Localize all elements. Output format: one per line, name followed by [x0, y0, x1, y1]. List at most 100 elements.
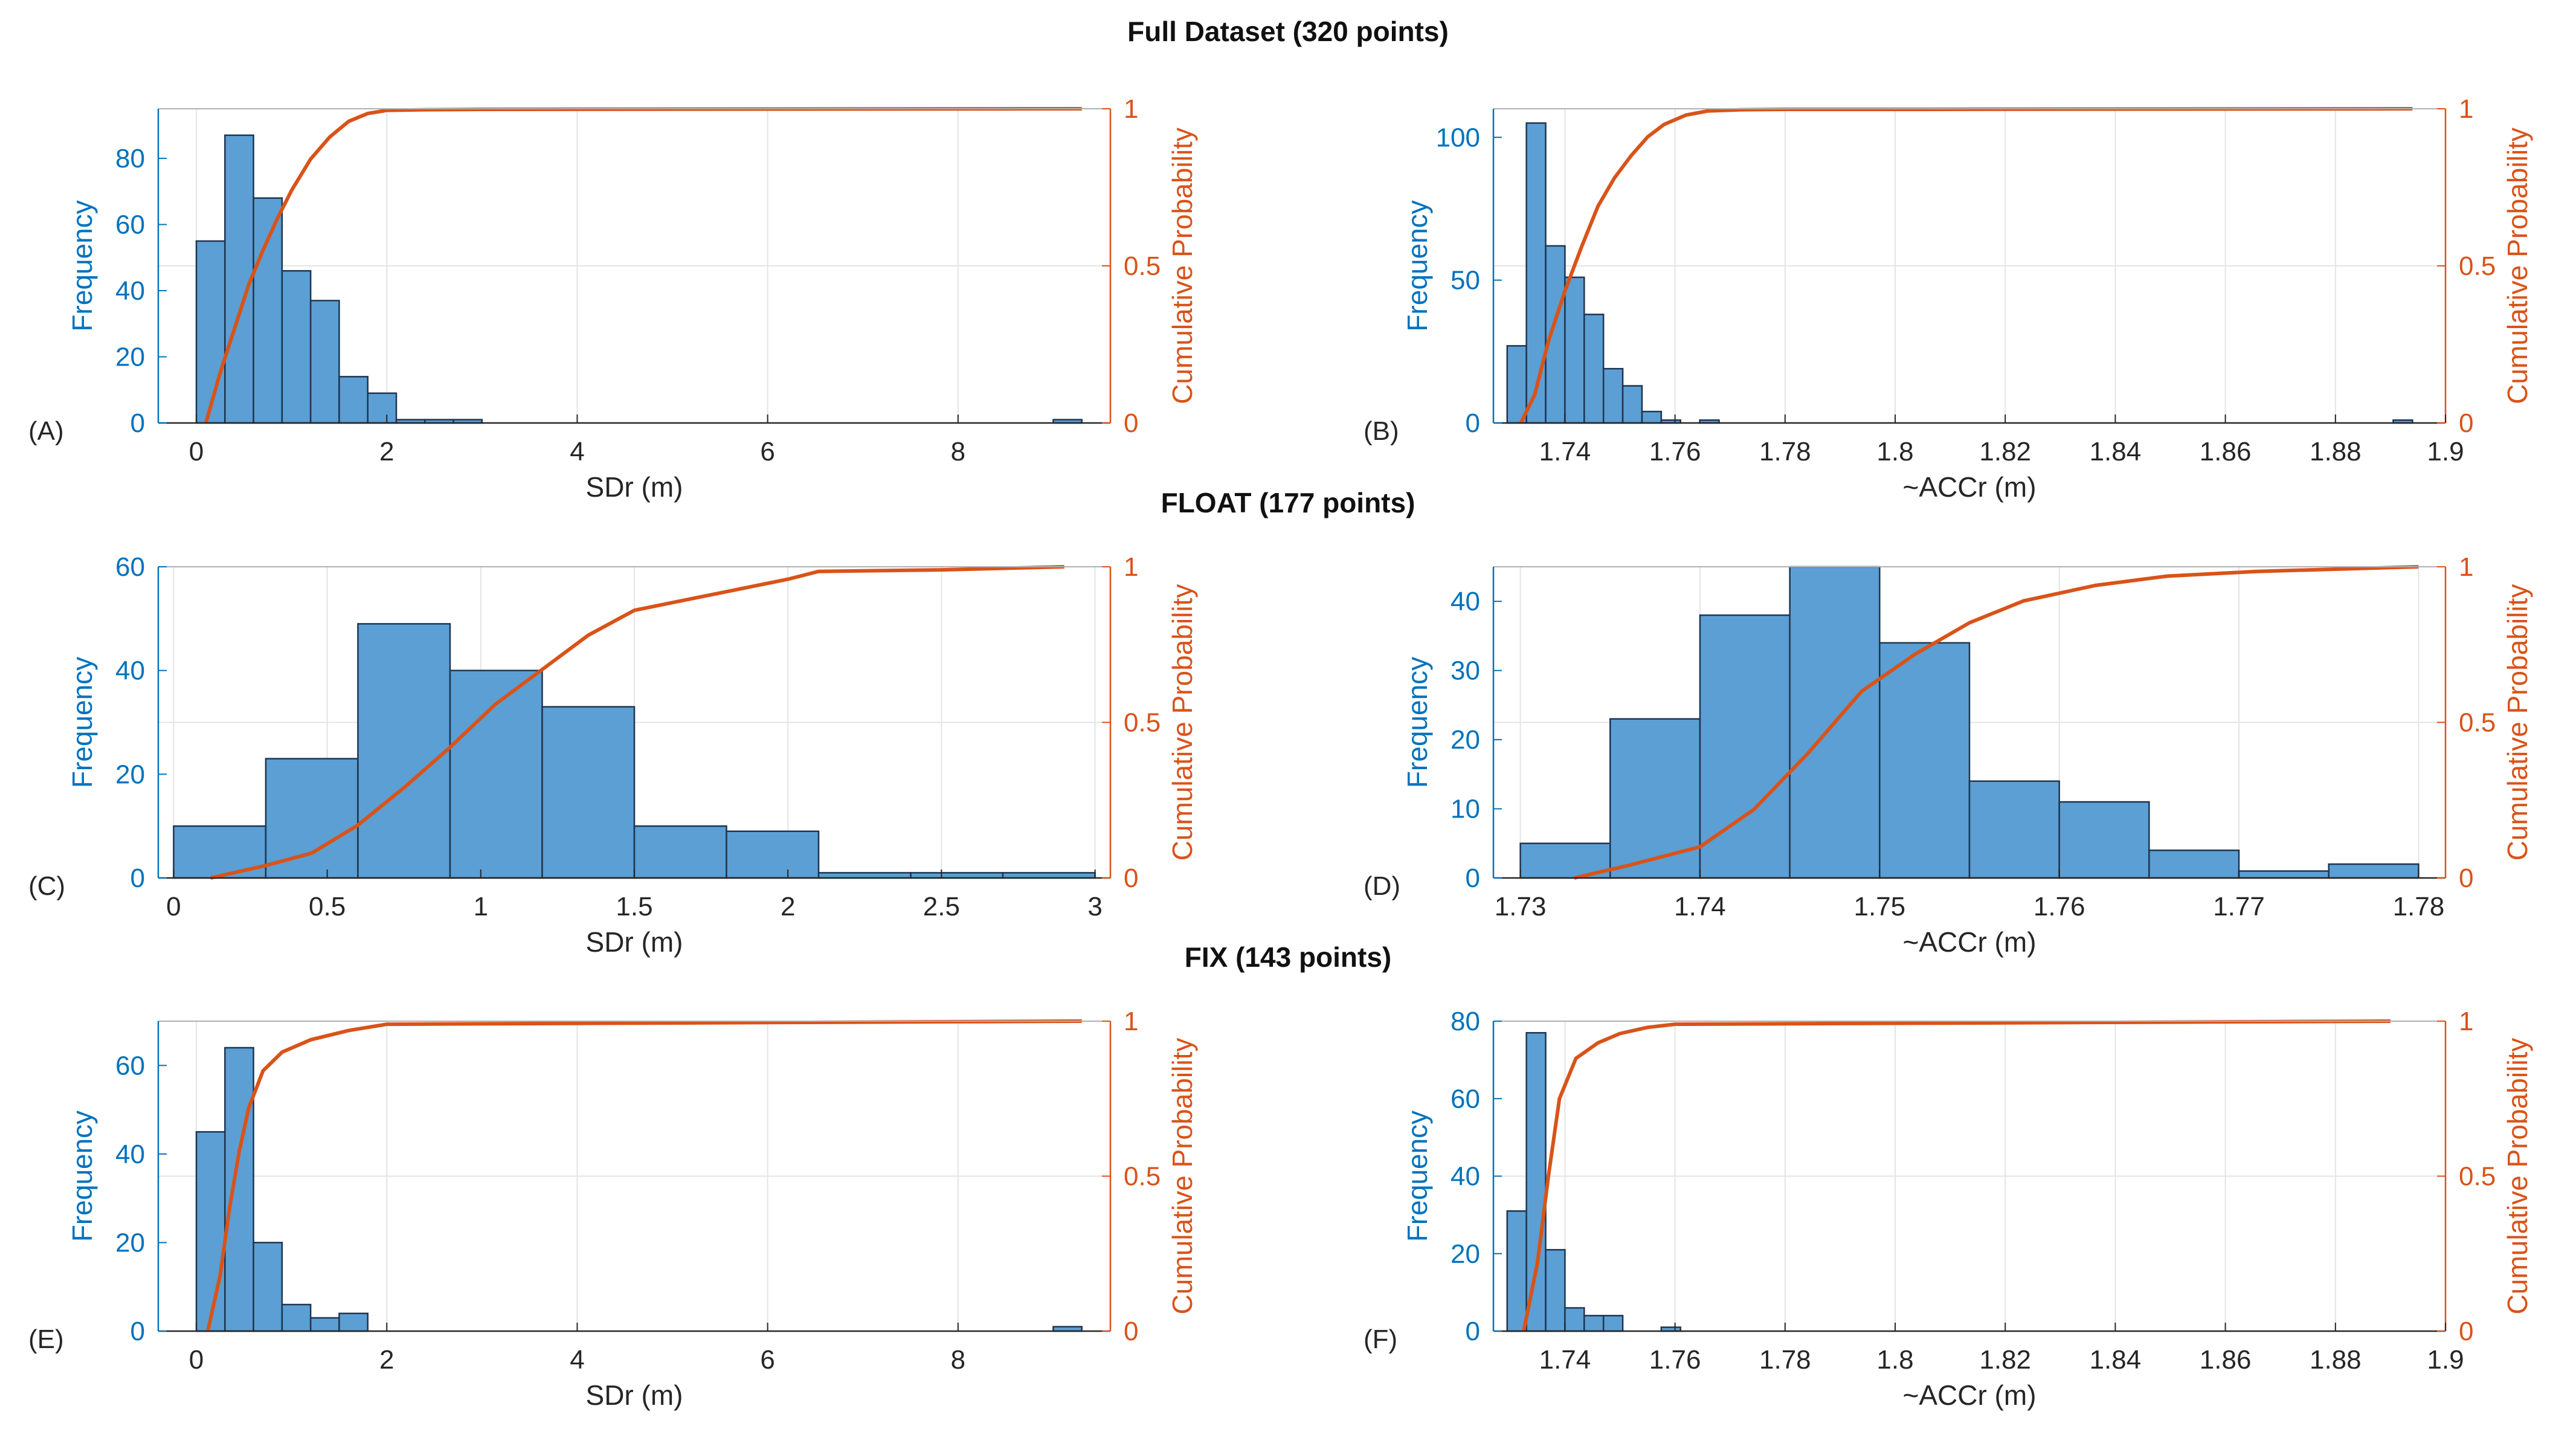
x-tick-label: 1 — [474, 892, 488, 921]
x-tick-label: 2 — [379, 1345, 394, 1375]
x-tick-label: 1.74 — [1539, 437, 1591, 466]
histogram-bar — [2238, 870, 2330, 879]
histogram-bar — [1609, 718, 1701, 879]
x-tick-label: 1.78 — [1759, 1345, 1811, 1375]
histogram-bar — [1564, 276, 1585, 424]
x-tick-label: 1.8 — [1876, 1345, 1913, 1375]
y-tick-label: 60 — [1451, 1084, 1480, 1114]
histogram-bar — [1602, 1315, 1624, 1332]
histogram-bar — [2058, 801, 2150, 879]
cdf-line — [1519, 107, 2413, 424]
y2-tick-label: 1 — [2459, 1007, 2473, 1036]
x-tick-label: 1.76 — [1649, 437, 1701, 466]
histogram-bar — [1699, 614, 1791, 879]
section-title-fix: FIX (143 points) — [1185, 941, 1391, 973]
y-tick-label: 20 — [115, 760, 145, 789]
y2-axis-label: Cumulative Probability — [2502, 584, 2533, 861]
histogram-bar — [1506, 345, 1527, 424]
x-tick-label: 1.84 — [2090, 437, 2142, 466]
x-tick-label: 2 — [781, 892, 795, 921]
y2-axis-label: Cumulative Probability — [1167, 1038, 1198, 1315]
x-tick-label: 1.76 — [2033, 892, 2085, 921]
y-axis-label: Frequency — [1402, 657, 1433, 788]
y2-tick-label: 0.5 — [2459, 1162, 2496, 1192]
y2-tick-label: 0.5 — [2459, 708, 2496, 738]
histogram-bar — [1525, 122, 1547, 424]
y-tick-label: 20 — [1451, 1239, 1480, 1269]
histogram-bar — [265, 758, 359, 879]
histogram-bar — [195, 240, 226, 424]
x-tick-label: 6 — [760, 437, 774, 466]
histogram-bar — [1621, 385, 1643, 424]
y2-tick-label: 0 — [2459, 1317, 2473, 1346]
cdf-line — [204, 107, 1082, 424]
histogram-bar — [1879, 642, 1971, 879]
x-tick-label: 1.74 — [1539, 1345, 1591, 1375]
y2-axis-label: Cumulative Probability — [2502, 1038, 2533, 1315]
cdf-line — [1522, 1019, 2391, 1332]
histogram-bar — [253, 1242, 283, 1332]
histogram-bar — [1602, 367, 1624, 424]
y2-tick-label: 0.5 — [1124, 1162, 1161, 1192]
histogram-bar — [1583, 1315, 1605, 1332]
y2-tick-label: 0 — [2459, 408, 2473, 438]
y-tick-label: 40 — [1451, 587, 1480, 616]
panel-label: (A) — [28, 416, 64, 446]
y2-tick-label: 0.5 — [1124, 251, 1161, 281]
y-axis-label: Frequency — [1402, 1111, 1433, 1242]
histogram-bar — [1545, 1249, 1566, 1332]
y2-tick-label: 0 — [1124, 863, 1138, 893]
y-tick-label: 50 — [1451, 266, 1480, 295]
panel-label: (D) — [1364, 871, 1400, 901]
x-axis-label: SDr (m) — [586, 926, 683, 958]
histogram-bar — [224, 1047, 254, 1332]
histogram-bar — [338, 376, 369, 424]
x-tick-label: 1.9 — [2427, 1345, 2464, 1375]
histogram-bar — [2328, 863, 2420, 879]
y2-axis-label: Cumulative Probability — [1167, 584, 1198, 861]
x-tick-label: 1.77 — [2213, 892, 2265, 921]
panel-label: (E) — [28, 1324, 64, 1354]
x-tick-label: 6 — [760, 1345, 774, 1375]
y2-tick-label: 0.5 — [2459, 251, 2496, 281]
y-tick-label: 40 — [115, 1140, 145, 1169]
y-tick-label: 20 — [115, 1228, 145, 1257]
histogram-bar — [338, 1312, 369, 1332]
y2-tick-label: 0 — [2459, 863, 2473, 893]
section-title-float: FLOAT (177 points) — [1161, 487, 1415, 518]
section-title-full: Full Dataset (320 points) — [1127, 16, 1449, 47]
x-tick-label: 1.82 — [1979, 437, 2031, 466]
x-axis-label: ~ACCr (m) — [1902, 471, 2036, 503]
x-tick-label: 8 — [951, 437, 965, 466]
histogram-bar — [309, 1317, 340, 1332]
histogram-bar — [2148, 849, 2240, 879]
y2-tick-label: 1 — [2459, 94, 2473, 124]
y2-tick-label: 0 — [1124, 1317, 1138, 1346]
x-tick-label: 1.82 — [1979, 1345, 2031, 1375]
histogram-bar — [726, 830, 820, 879]
x-tick-label: 1.86 — [2200, 1345, 2252, 1375]
x-tick-label: 1.78 — [1759, 437, 1811, 466]
histogram-bar — [1525, 1031, 1547, 1332]
x-tick-label: 0.5 — [309, 892, 346, 921]
y2-axis-label: Cumulative Probability — [2502, 127, 2533, 404]
y2-tick-label: 1 — [2459, 552, 2473, 582]
histogram-bar — [1583, 314, 1605, 424]
histogram-bar — [281, 1303, 312, 1332]
y-axis-label: Frequency — [66, 200, 98, 331]
y-tick-label: 0 — [1466, 863, 1480, 893]
y-tick-label: 60 — [115, 552, 145, 582]
y-tick-label: 40 — [1451, 1162, 1480, 1192]
cdf-line — [1574, 565, 2419, 880]
histogram-bar — [1002, 872, 1096, 879]
x-tick-label: 1.76 — [1649, 1345, 1701, 1375]
panel-e: 0 2 4 6 8 0 20 40 60 0 0.5 1 SDr (m) Frequency Cumulat… — [28, 1007, 1198, 1411]
histogram-bar — [195, 1131, 226, 1332]
y-axis-label: Frequency — [66, 1111, 98, 1242]
panel-f: 1.74 1.76 1.78 1.8 1.82 1.84 1.86 1.88 1.9020406… — [1364, 1007, 2533, 1411]
x-tick-label: 1.75 — [1854, 892, 1906, 921]
y-tick-label: 100 — [1436, 123, 1480, 152]
y-tick-label: 10 — [1451, 795, 1480, 824]
